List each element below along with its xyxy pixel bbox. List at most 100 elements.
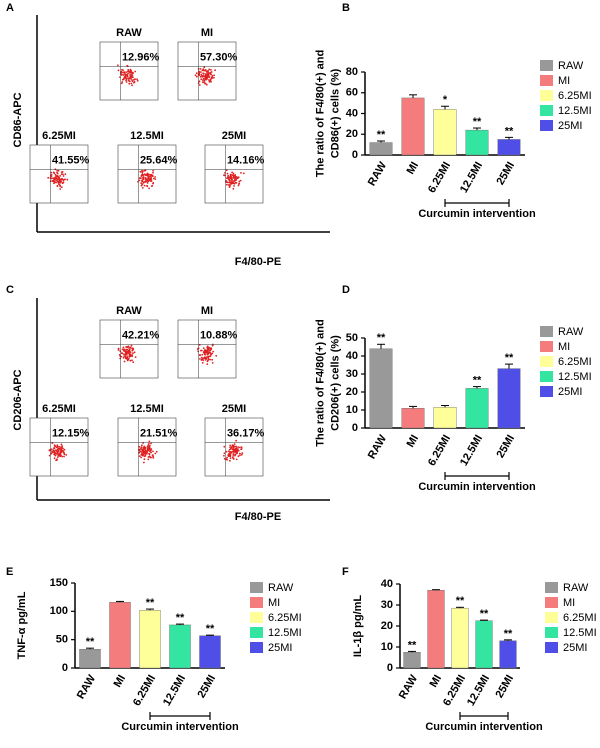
event-dot bbox=[155, 450, 158, 453]
error-bar bbox=[480, 619, 488, 621]
event-dot bbox=[130, 344, 133, 347]
event-dot bbox=[120, 71, 123, 74]
event-dot bbox=[146, 172, 149, 175]
event-dot bbox=[234, 176, 237, 178]
event-dot bbox=[211, 74, 214, 77]
event-dot bbox=[152, 171, 154, 174]
event-dot bbox=[208, 76, 211, 79]
event-dot bbox=[54, 445, 57, 447]
event-dot bbox=[236, 448, 238, 451]
event-dot bbox=[59, 188, 62, 190]
event-dot bbox=[225, 180, 228, 182]
event-dot bbox=[150, 456, 152, 459]
error-bar bbox=[473, 386, 481, 389]
event-dot bbox=[50, 452, 53, 455]
panel-letter: D bbox=[342, 284, 350, 296]
event-dot bbox=[152, 177, 155, 180]
bar bbox=[475, 620, 493, 669]
event-dot bbox=[232, 172, 235, 175]
legend-label: 25MI bbox=[558, 120, 582, 132]
event-dot bbox=[225, 169, 228, 172]
event-dot bbox=[236, 452, 239, 455]
bar bbox=[401, 408, 425, 429]
event-dot bbox=[240, 448, 243, 451]
event-dot bbox=[55, 452, 58, 455]
event-dot bbox=[210, 73, 212, 76]
event-dot bbox=[195, 72, 198, 75]
event-dot bbox=[128, 80, 131, 83]
event-dot bbox=[234, 179, 236, 182]
event-dot bbox=[237, 449, 240, 452]
event-dot bbox=[139, 450, 142, 453]
y-tick-label: 30 bbox=[381, 599, 393, 611]
event-dot bbox=[198, 84, 201, 86]
event-dot bbox=[57, 169, 60, 172]
event-dot bbox=[141, 187, 144, 189]
event-dot bbox=[148, 455, 151, 458]
event-dot bbox=[57, 181, 60, 184]
bar bbox=[433, 407, 457, 429]
error-bar bbox=[377, 140, 385, 143]
event-dot bbox=[197, 68, 200, 70]
event-dot bbox=[58, 447, 61, 450]
event-dot bbox=[223, 452, 226, 455]
event-dot bbox=[210, 348, 213, 351]
bar bbox=[499, 640, 517, 669]
event-dot bbox=[128, 352, 131, 355]
x-tick-label: 6.25MI bbox=[426, 160, 453, 195]
event-dot bbox=[231, 445, 233, 448]
event-dot bbox=[58, 445, 61, 448]
event-dot bbox=[140, 175, 143, 177]
dot-cloud bbox=[48, 442, 68, 462]
event-dot bbox=[123, 360, 126, 363]
significance: ** bbox=[473, 116, 482, 128]
bar bbox=[465, 129, 489, 156]
y-tick-label: 100 bbox=[50, 605, 68, 617]
event-dot bbox=[47, 176, 50, 179]
event-dot bbox=[60, 178, 62, 181]
event-dot bbox=[61, 178, 64, 181]
event-dot bbox=[209, 71, 212, 74]
event-dot bbox=[235, 458, 238, 461]
event-dot bbox=[211, 344, 214, 347]
event-dot bbox=[201, 361, 204, 364]
event-dot bbox=[204, 69, 207, 72]
event-dot bbox=[119, 76, 121, 78]
event-dot bbox=[240, 172, 242, 174]
event-dot bbox=[146, 453, 148, 455]
event-dot bbox=[206, 73, 209, 75]
event-dot bbox=[123, 348, 125, 351]
event-dot bbox=[125, 79, 127, 82]
event-dot bbox=[60, 443, 63, 446]
event-dot bbox=[210, 80, 212, 83]
error-bar bbox=[505, 136, 513, 140]
plot-title: 12.5MI bbox=[130, 130, 164, 142]
y-tick-label: 0 bbox=[62, 662, 68, 674]
event-dot bbox=[209, 358, 212, 361]
event-dot bbox=[233, 182, 236, 185]
event-dot bbox=[197, 347, 200, 349]
legend-label: 6.25MI bbox=[563, 612, 597, 624]
plot-title: 6.25MI bbox=[42, 403, 76, 415]
legend-swatch bbox=[545, 642, 558, 653]
event-dot bbox=[59, 175, 61, 177]
event-dot bbox=[126, 346, 129, 349]
event-dot bbox=[123, 355, 126, 357]
event-dot bbox=[242, 172, 245, 175]
x-tick-label: 6.25MI bbox=[131, 673, 158, 708]
bar bbox=[497, 139, 521, 156]
bar bbox=[451, 607, 469, 669]
event-dot bbox=[151, 175, 154, 178]
legend-swatch bbox=[540, 120, 553, 131]
event-dot bbox=[147, 458, 150, 461]
event-dot bbox=[231, 450, 234, 453]
event-dot bbox=[232, 447, 235, 449]
event-dot bbox=[229, 184, 231, 186]
event-dot bbox=[139, 170, 142, 173]
legend-swatch bbox=[545, 627, 558, 638]
event-dot bbox=[127, 349, 130, 352]
event-dot bbox=[211, 76, 214, 79]
event-dot bbox=[208, 80, 211, 83]
event-dot bbox=[50, 171, 53, 174]
event-dot bbox=[66, 178, 69, 181]
